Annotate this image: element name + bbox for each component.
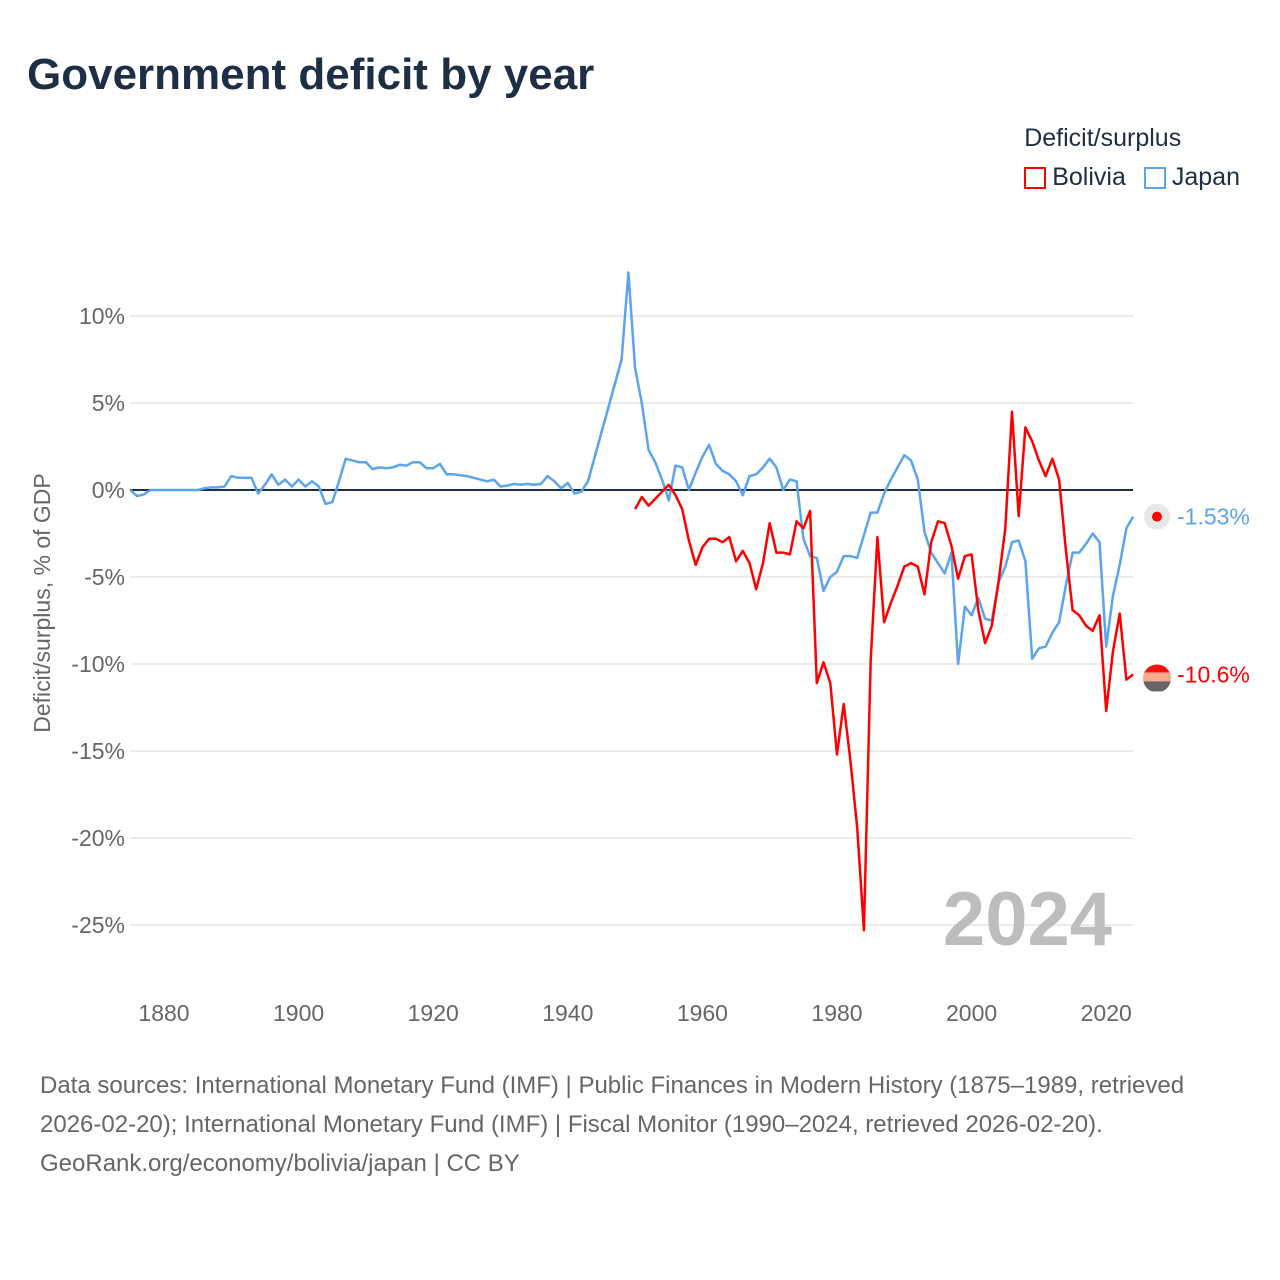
japan-end-dot bbox=[1152, 511, 1162, 522]
flag-stripe bbox=[1143, 664, 1171, 674]
series-bolivia bbox=[634, 410, 1134, 932]
flag-stripe bbox=[1143, 672, 1171, 683]
x-tick-label: 2020 bbox=[1081, 1000, 1132, 1026]
y-tick-label: 10% bbox=[79, 303, 125, 329]
y-tick-label: -10% bbox=[71, 651, 125, 677]
year-watermark: 2024 bbox=[943, 877, 1112, 962]
flag-stripe bbox=[1143, 681, 1171, 692]
bolivia-end-label: -10.6% bbox=[1177, 661, 1250, 687]
footer: Data sources: International Monetary Fun… bbox=[40, 1066, 1240, 1183]
series-japan bbox=[129, 271, 1135, 666]
y-tick-label: -20% bbox=[71, 825, 125, 851]
legend-title: Deficit/surplus bbox=[1024, 124, 1182, 152]
x-tick-label: 1940 bbox=[542, 1000, 593, 1026]
legend-item-bolivia[interactable]: Bolivia bbox=[1024, 163, 1126, 192]
y-tick-label: -15% bbox=[71, 738, 125, 764]
x-tick-label: 2000 bbox=[946, 1000, 997, 1026]
legend-label-bolivia: Bolivia bbox=[1052, 163, 1126, 191]
x-tick-label: 1960 bbox=[677, 1000, 728, 1026]
x-tick-label: 1880 bbox=[138, 1000, 189, 1026]
legend-label-japan: Japan bbox=[1171, 163, 1240, 191]
series-line-japan bbox=[586, 271, 1135, 666]
series-line-japan bbox=[129, 457, 590, 506]
x-tick-label: 1900 bbox=[273, 1000, 324, 1026]
y-tick-label: -5% bbox=[84, 564, 125, 590]
legend-item-japan[interactable]: Japan bbox=[1143, 163, 1240, 192]
y-tick-label: 0% bbox=[92, 477, 125, 503]
y-axis-label: Deficit/surplus, % of GDP bbox=[29, 473, 55, 732]
y-tick-label: 5% bbox=[92, 390, 125, 416]
legend-swatch-bolivia bbox=[1024, 166, 1047, 189]
series-line-bolivia bbox=[634, 410, 1134, 932]
chart-title: Government deficit by year bbox=[27, 50, 595, 99]
japan-end-label: -1.53% bbox=[1177, 504, 1250, 530]
bolivia-flag-icon bbox=[1143, 664, 1171, 692]
legend: Deficit/surplus Bolivia Japan bbox=[1024, 124, 1240, 192]
x-tick-label: 1920 bbox=[408, 1000, 459, 1026]
credit-link[interactable]: GeoRank.org/economy/bolivia/japan | CC B… bbox=[40, 1150, 520, 1177]
legend-swatch-japan bbox=[1143, 166, 1166, 189]
x-tick-label: 1980 bbox=[811, 1000, 862, 1026]
y-tick-label: -25% bbox=[71, 912, 125, 938]
data-sources: Data sources: International Monetary Fun… bbox=[40, 1072, 1185, 1138]
